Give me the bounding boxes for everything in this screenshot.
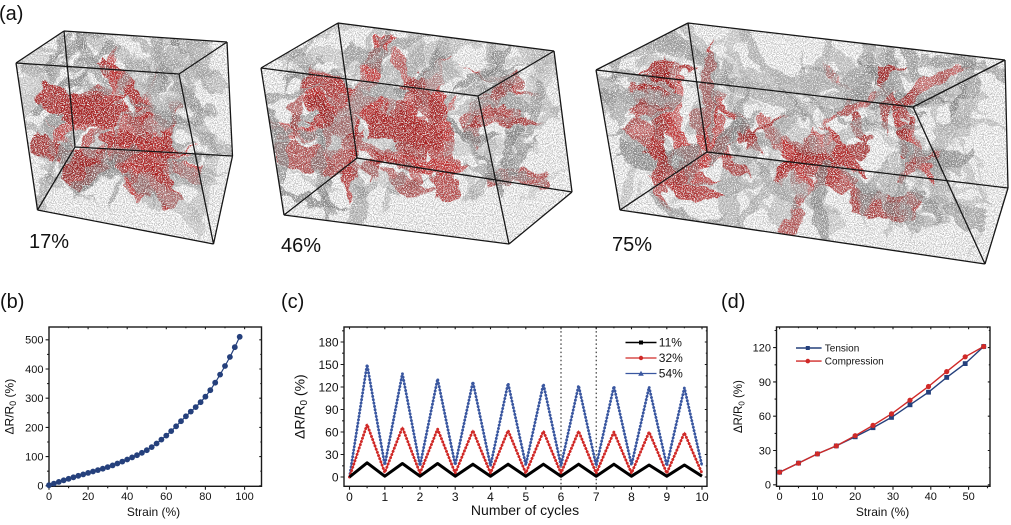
- svg-text:10: 10: [695, 490, 709, 504]
- svg-text:(b): (b): [0, 291, 24, 313]
- svg-text:180: 180: [318, 335, 338, 349]
- svg-text:120: 120: [753, 343, 771, 355]
- svg-text:Strain (%): Strain (%): [856, 505, 909, 519]
- svg-text:2: 2: [417, 490, 424, 504]
- svg-text:1: 1: [381, 490, 388, 504]
- svg-text:120: 120: [318, 380, 338, 394]
- svg-text:11%: 11%: [659, 336, 682, 350]
- svg-text:60: 60: [160, 491, 172, 503]
- svg-text:100: 100: [235, 491, 253, 503]
- svg-text:54%: 54%: [659, 367, 683, 381]
- svg-text:ΔR/R0 (%): ΔR/R0 (%): [292, 374, 311, 439]
- svg-text:9: 9: [663, 490, 670, 504]
- svg-text:50: 50: [962, 491, 974, 503]
- svg-text:(d): (d): [721, 291, 745, 313]
- svg-text:7: 7: [593, 490, 600, 504]
- svg-text:0: 0: [346, 490, 353, 504]
- svg-text:32%: 32%: [659, 351, 683, 365]
- svg-text:90: 90: [759, 377, 771, 389]
- svg-text:80: 80: [199, 491, 211, 503]
- svg-text:10: 10: [811, 491, 823, 503]
- svg-text:ΔR/R0 (%): ΔR/R0 (%): [3, 379, 19, 435]
- svg-text:46%: 46%: [281, 235, 321, 257]
- svg-text:Strain (%): Strain (%): [127, 505, 180, 519]
- svg-text:0: 0: [332, 470, 339, 484]
- svg-text:Tension: Tension: [825, 344, 859, 355]
- svg-text:8: 8: [628, 490, 635, 504]
- svg-text:0: 0: [37, 481, 43, 493]
- svg-text:30: 30: [325, 448, 339, 462]
- svg-text:17%: 17%: [29, 231, 69, 253]
- svg-text:6: 6: [558, 490, 565, 504]
- svg-text:60: 60: [759, 411, 771, 423]
- svg-text:20: 20: [849, 491, 861, 503]
- svg-text:30: 30: [887, 491, 899, 503]
- svg-text:Compression: Compression: [825, 357, 884, 368]
- svg-text:4: 4: [487, 490, 494, 504]
- svg-text:40: 40: [121, 491, 133, 503]
- svg-text:150: 150: [318, 358, 338, 372]
- svg-text:500: 500: [25, 335, 43, 347]
- svg-text:5: 5: [522, 490, 529, 504]
- svg-text:300: 300: [25, 393, 43, 405]
- svg-text:20: 20: [82, 491, 94, 503]
- svg-text:0: 0: [777, 491, 783, 503]
- svg-text:ΔR/R0 (%): ΔR/R0 (%): [733, 380, 747, 433]
- svg-text:90: 90: [325, 403, 339, 417]
- svg-text:75%: 75%: [612, 234, 652, 256]
- svg-text:400: 400: [25, 364, 43, 376]
- svg-text:30: 30: [759, 445, 771, 457]
- svg-text:(a): (a): [0, 3, 23, 25]
- svg-text:60: 60: [325, 425, 339, 439]
- svg-text:Number of cycles: Number of cycles: [471, 502, 579, 518]
- svg-text:0: 0: [765, 480, 771, 492]
- svg-text:100: 100: [25, 452, 43, 464]
- svg-text:(c): (c): [281, 291, 304, 313]
- svg-text:40: 40: [925, 491, 937, 503]
- svg-text:0: 0: [46, 491, 52, 503]
- svg-text:3: 3: [452, 490, 459, 504]
- svg-text:200: 200: [25, 422, 43, 434]
